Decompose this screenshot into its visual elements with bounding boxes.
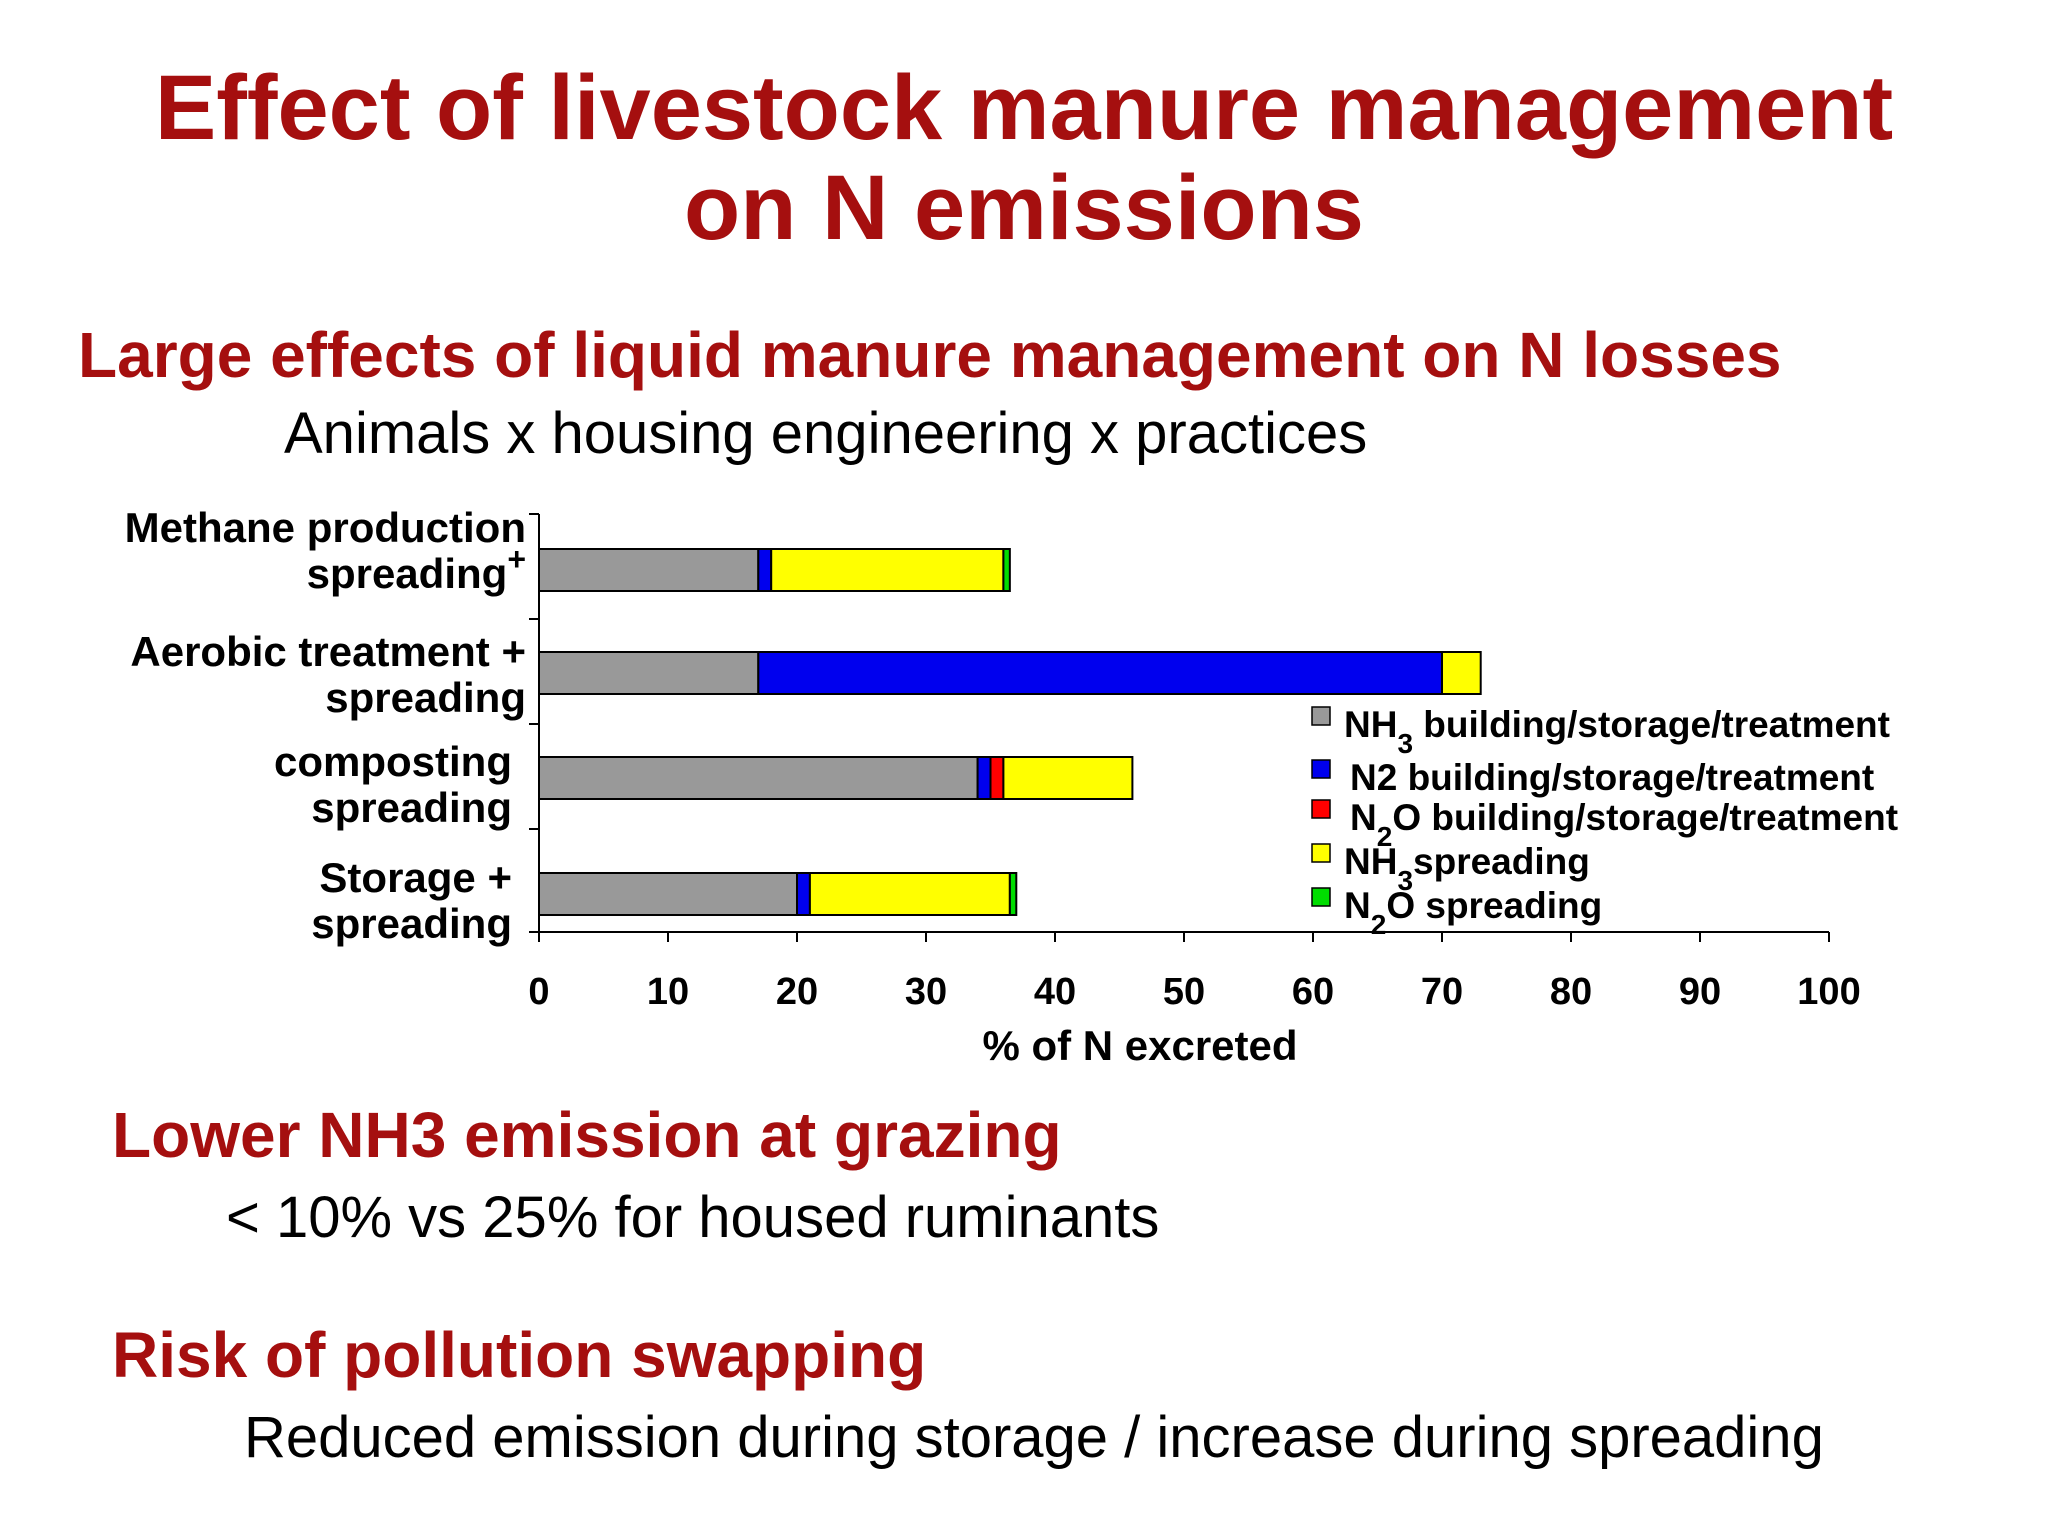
bar-segment-1-2 [757,548,773,592]
bar-segment-2-1 [538,651,760,695]
section-subtext-animals-housing: Animals x housing engineering x practice… [284,401,1368,466]
x-tick-label-50: 50 [1163,971,1205,1013]
x-tick-label-60: 60 [1292,971,1334,1013]
legend-label-2: N2 building/storage/treatment [1350,757,1874,798]
bar-segment-1-1 [538,548,760,592]
x-tick-label-100: 100 [1797,971,1860,1013]
bar-segment-3-3 [989,756,1005,800]
bar-segment-2-4 [1441,651,1482,695]
bar-segment-4-5 [1008,872,1018,916]
x-tick-label-0: 0 [528,971,549,1013]
section-heading-grazing: Lower NH3 emission at grazing [112,1099,1062,1171]
section-heading-manure-management: Large effects of liquid manure managemen… [78,319,1782,391]
x-tick-label-20: 20 [776,971,818,1013]
legend-swatch-3 [1311,799,1331,819]
category-label-3-line-1: composting [274,738,512,785]
legend-swatch-2 [1311,759,1331,779]
x-tick-label-90: 90 [1679,971,1721,1013]
legend-label-4: NH3spreading [1344,841,1590,896]
section-subtext-pollution-swapping: Reduced emission during storage / increa… [244,1405,1824,1470]
legend-label-3: N2O building/storage/treatment [1350,797,1898,852]
legend-swatch-4 [1311,843,1331,863]
bar-segment-4-1 [538,872,798,916]
bar-segment-2-2 [757,651,1443,695]
section-heading-pollution-swapping: Risk of pollution swapping [112,1319,927,1391]
category-label-3-line-2: spreading [311,784,512,831]
bar-segment-4-2 [796,872,811,916]
bar-segment-3-2 [976,756,992,800]
bar-segment-4-4 [808,872,1011,916]
x-axis-label: % of N excreted [982,1022,1297,1069]
bar-segment-3-1 [538,756,979,800]
section-subtext-grazing: < 10% vs 25% for housed ruminants [226,1185,1160,1250]
x-tick-label-80: 80 [1550,971,1592,1013]
category-label-2-line-1: Aerobic treatment + [130,628,526,675]
bar-segment-1-4 [770,548,1005,592]
legend-label-5: N2O spreading [1344,885,1602,940]
category-label-1-line-1: Methane production [125,504,526,551]
x-tick-label-40: 40 [1034,971,1076,1013]
legend-swatch-5 [1311,887,1331,907]
slide-title-line-1: Effect of livestock manure management [154,57,1894,159]
x-tick-label-30: 30 [905,971,947,1013]
x-tick-label-10: 10 [647,971,689,1013]
x-tick-label-70: 70 [1421,971,1463,1013]
category-label-4-line-2: spreading [311,900,512,947]
category-label-2-line-2: spreading [325,674,526,721]
bar-segment-1-5 [1002,548,1011,592]
legend-label-1: NH3 building/storage/treatment [1344,704,1890,759]
category-label-1-line-2: spreading+ [307,541,526,597]
slide-title-line-2: on N emissions [684,157,1364,259]
bar-segment-3-4 [1002,756,1134,800]
legend-swatch-1 [1311,706,1331,726]
category-label-4-line-1: Storage + [319,854,512,901]
